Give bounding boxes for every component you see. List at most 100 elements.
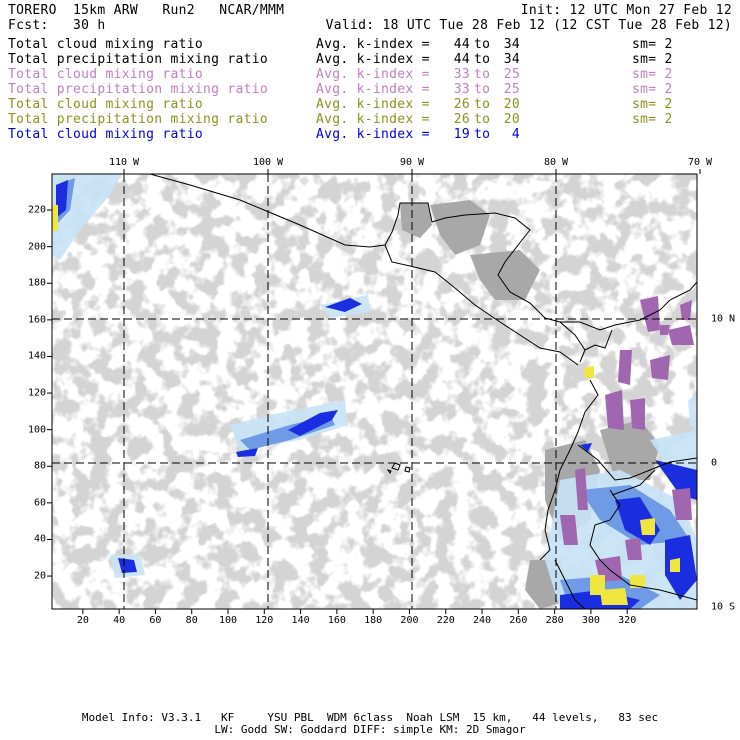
y-tick-label: 40 bbox=[33, 533, 46, 545]
dense-cloud-patch bbox=[470, 250, 540, 300]
y-tick-label: 120 bbox=[27, 387, 46, 399]
dense-cloud-patch bbox=[430, 200, 490, 255]
init-time: Init: 12 UTC Mon 27 Feb 12 bbox=[520, 3, 732, 18]
light-blue-area bbox=[688, 395, 697, 430]
legend-smoothing: sm= 2 bbox=[632, 37, 673, 52]
x-tick-label: 100 bbox=[218, 615, 238, 626]
coastline-segment bbox=[589, 489, 697, 601]
legend-kindex-label: Avg. k-index = bbox=[316, 67, 430, 82]
legend-kindex-from: 44 bbox=[453, 37, 470, 52]
x-tick-label: 300 bbox=[581, 615, 600, 626]
coastline-segment bbox=[149, 174, 411, 267]
model-title: TORERO 15km ARW Run2 NCAR/MMM bbox=[8, 3, 285, 18]
x-tick-label: 220 bbox=[436, 615, 455, 626]
x-tick-label: 180 bbox=[364, 615, 383, 626]
deep-blue-area bbox=[118, 558, 137, 573]
x-tick-label: 320 bbox=[618, 615, 637, 626]
legend-smoothing: sm= 2 bbox=[632, 67, 673, 82]
legend-smoothing: sm= 2 bbox=[632, 82, 673, 97]
legend-field-name: Total precipitation mixing ratio bbox=[8, 82, 269, 97]
legend-kindex-from: 44 bbox=[453, 52, 470, 67]
coastline-segment bbox=[611, 469, 656, 496]
coastline-segment bbox=[409, 265, 579, 366]
y-tick-label: 100 bbox=[27, 424, 46, 436]
x-tick-label: 40 bbox=[113, 615, 126, 626]
deep-blue-area bbox=[288, 410, 338, 436]
legend-kindex-to: 20 bbox=[503, 97, 520, 112]
latitude-label: 0 bbox=[711, 457, 718, 469]
x-tick-label: 80 bbox=[185, 615, 198, 626]
y-tick-label: 60 bbox=[33, 497, 46, 509]
x-tick-label: 60 bbox=[149, 615, 162, 626]
legend-kindex-from: 26 bbox=[453, 97, 470, 112]
purple-precip-area bbox=[625, 538, 642, 560]
coastline-segment bbox=[386, 469, 392, 474]
deep-blue-area bbox=[665, 535, 697, 600]
y-tick-label: 180 bbox=[27, 277, 46, 289]
purple-precip-area bbox=[680, 300, 692, 320]
legend-kindex-label: Avg. k-index = bbox=[316, 97, 430, 112]
legend-kindex-to-word: to bbox=[474, 82, 491, 97]
y-tick-label: 220 bbox=[27, 204, 46, 216]
purple-precip-area bbox=[605, 390, 624, 430]
forecast-hour: Fcst: 30 h bbox=[8, 18, 106, 33]
longitude-label: 100 W bbox=[252, 157, 284, 168]
legend-field-name: Total cloud mixing ratio bbox=[8, 97, 204, 112]
longitude-label: 110 W bbox=[108, 157, 140, 168]
coastline-segment bbox=[497, 239, 586, 363]
coastline-segment bbox=[391, 462, 401, 471]
legend-kindex-from: 26 bbox=[453, 112, 470, 127]
physics-info-line: LW: Godd SW: Goddard DIFF: simple KM: 2D… bbox=[214, 723, 526, 736]
x-tick-label: 280 bbox=[545, 615, 564, 626]
x-tick-label: 20 bbox=[76, 615, 89, 626]
legend-field-name: Total precipitation mixing ratio bbox=[8, 52, 269, 67]
legend-kindex-to: 4 bbox=[511, 127, 520, 142]
purple-precip-area bbox=[640, 296, 660, 332]
y-tick-label: 80 bbox=[33, 460, 46, 472]
longitude-label: 90 W bbox=[399, 157, 425, 168]
x-tick-label: 240 bbox=[473, 615, 492, 626]
purple-precip-area bbox=[672, 488, 692, 520]
legend-kindex-to: 34 bbox=[503, 37, 520, 52]
purple-precip-area bbox=[575, 468, 588, 510]
legend-kindex-to-word: to bbox=[474, 112, 491, 127]
legend-kindex-to: 25 bbox=[503, 82, 520, 97]
longitude-label: 70 W bbox=[687, 157, 713, 168]
legend-field-name: Total cloud mixing ratio bbox=[8, 37, 204, 52]
legend-kindex-to-word: to bbox=[474, 52, 491, 67]
yellow-precip-area bbox=[630, 575, 645, 588]
coastlines-borders bbox=[149, 174, 697, 609]
plot-frame bbox=[51, 173, 698, 610]
coastline-segment bbox=[577, 444, 697, 481]
purple-precip-area bbox=[630, 398, 645, 430]
legend-kindex-from: 33 bbox=[453, 82, 470, 97]
deep-blue-area bbox=[580, 443, 592, 452]
purple-precip-area bbox=[650, 355, 670, 380]
legend-smoothing: sm= 2 bbox=[632, 52, 673, 67]
deep-blue-area bbox=[325, 298, 362, 312]
dense-cloud-patch bbox=[600, 420, 660, 480]
yellow-precip-area bbox=[670, 558, 680, 572]
header-line-1: TORERO 15km ARW Run2 NCAR/MMM Init: 12 U… bbox=[8, 3, 732, 18]
x-tick-label: 160 bbox=[327, 615, 346, 626]
y-tick-label: 20 bbox=[33, 570, 46, 582]
legend-kindex-label: Avg. k-index = bbox=[316, 127, 430, 142]
x-tick-label: 260 bbox=[509, 615, 528, 626]
deep-blue-area bbox=[236, 448, 258, 457]
yellow-precip-area bbox=[52, 205, 58, 232]
y-tick-label: 200 bbox=[27, 241, 46, 253]
x-tick-label: 200 bbox=[400, 615, 419, 626]
coastline-segment bbox=[384, 202, 433, 246]
yellow-precip-area bbox=[600, 588, 628, 605]
coastline-segment bbox=[404, 466, 411, 473]
header-line-2: Fcst: 30 h Valid: 18 UTC Tue 28 Feb 12 (… bbox=[8, 18, 732, 33]
legend-kindex-to-word: to bbox=[474, 37, 491, 52]
legend-smoothing: sm= 2 bbox=[632, 97, 673, 112]
legend-kindex-label: Avg. k-index = bbox=[316, 52, 430, 67]
axis-tick-marks bbox=[47, 169, 701, 614]
legend-kindex-from: 19 bbox=[453, 127, 470, 142]
x-tick-label: 120 bbox=[255, 615, 274, 626]
coastline-segment bbox=[584, 329, 613, 351]
purple-precip-area bbox=[668, 325, 694, 345]
